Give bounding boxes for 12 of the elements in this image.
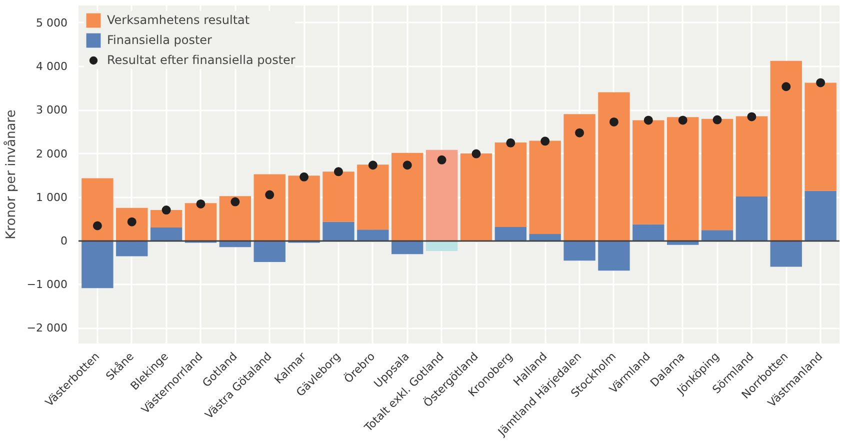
y-tick-label: −1 000	[26, 278, 68, 292]
legend-label: Verksamhetens resultat	[107, 13, 250, 27]
y-axis-title: Kronor per invånare	[2, 110, 19, 240]
y-tick-label: 0	[60, 234, 68, 248]
legend-label: Resultat efter finansiella poster	[107, 53, 296, 67]
y-tick-label: 5 000	[36, 16, 68, 30]
y-tick-label: 4 000	[36, 60, 68, 74]
y-tick-label: 2 000	[36, 147, 68, 160]
y-tick-label: 1 000	[36, 190, 68, 204]
legend-label: Finansiella poster	[107, 33, 212, 47]
y-tick-label: 3 000	[36, 104, 68, 117]
y-tick-label: −2 000	[26, 322, 68, 335]
